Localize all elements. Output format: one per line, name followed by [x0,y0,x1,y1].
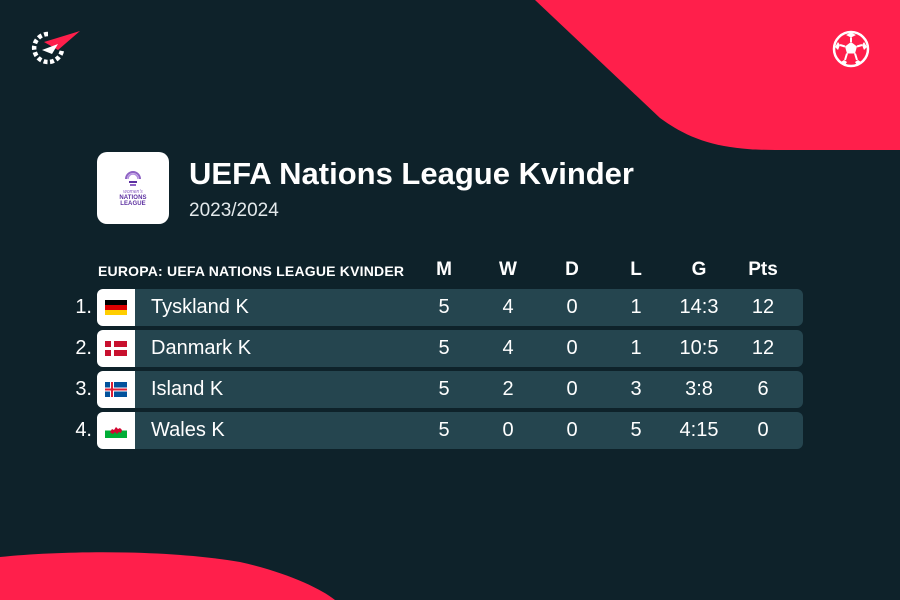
group-label[interactable]: EUROPA: UEFA NATIONS LEAGUE KVINDER [98,263,405,279]
team-name[interactable]: Wales K [151,419,225,441]
cell-matches: 5 [438,419,450,441]
cell-losses: 5 [630,419,642,441]
bottom-left-accent-shape [0,552,335,600]
table-row[interactable]: 4. Wales K 5 0 0 5 4:15 0 [0,412,900,449]
table-row[interactable]: 2. Danmark K 5 4 0 1 10:5 12 [0,330,900,367]
table-row[interactable]: 3. Island K 5 2 0 3 3:8 6 [0,371,900,408]
iceland-flag-icon [105,382,127,397]
column-header-matches: M [436,259,452,280]
flashscore-logo-icon[interactable] [28,28,80,68]
cell-losses: 1 [630,337,642,359]
cell-points: 12 [751,337,775,359]
flag-container [97,371,135,408]
table-row[interactable]: 1. Tyskland K 5 4 0 1 14:3 12 [0,289,900,326]
flag-container [97,330,135,367]
logo-small-text: women's [123,188,143,195]
team-name[interactable]: Danmark K [151,337,252,359]
team-name[interactable]: Tyskland K [151,296,249,318]
cell-matches: 5 [438,337,450,359]
season-label: 2023/2024 [189,200,279,221]
flag-container [97,289,135,326]
cell-goals: 10:5 [679,337,719,359]
cell-losses: 1 [630,296,642,318]
row-rank: 3. [75,378,92,400]
nations-league-ball-icon [125,170,141,186]
soccer-ball-icon[interactable] [831,29,871,69]
row-rank: 4. [75,419,92,441]
cell-matches: 5 [438,378,450,400]
cell-wins: 4 [502,337,514,359]
column-header-goals: G [691,259,707,280]
cell-wins: 4 [502,296,514,318]
denmark-flag-icon [105,341,127,356]
row-rank: 1. [75,296,92,318]
logo-word-line2: LEAGUE [120,200,146,207]
cell-matches: 5 [438,296,450,318]
flag-container [97,412,135,449]
row-background[interactable]: Island K [97,371,803,408]
cell-points: 6 [757,378,769,400]
row-rank: 2. [75,337,92,359]
wales-flag-icon [105,423,127,438]
team-name[interactable]: Island K [151,378,224,400]
cell-wins: 2 [502,378,514,400]
row-background[interactable]: Danmark K [97,330,803,367]
cell-goals: 4:15 [679,419,719,441]
cell-points: 0 [757,419,769,441]
competition-logo[interactable]: women's NATIONS LEAGUE [97,152,169,224]
column-header-losses: L [630,259,642,280]
row-background[interactable]: Wales K [97,412,803,449]
column-header-wins: W [499,259,517,280]
competition-title[interactable]: UEFA Nations League Kvinder [189,156,634,191]
logo-word-line1: NATIONS [119,194,147,201]
row-background[interactable]: Tyskland K [97,289,803,326]
column-header-draws: D [565,259,579,280]
cell-goals: 3:8 [685,378,713,400]
top-right-accent-shape [535,0,900,150]
germany-flag-icon [105,300,127,315]
cell-draws: 0 [566,337,578,359]
cell-goals: 14:3 [679,296,719,318]
cell-losses: 3 [630,378,642,400]
cell-draws: 0 [566,378,578,400]
cell-draws: 0 [566,419,578,441]
column-header-points: Pts [748,259,778,280]
cell-wins: 0 [502,419,514,441]
cell-points: 12 [751,296,775,318]
cell-draws: 0 [566,296,578,318]
